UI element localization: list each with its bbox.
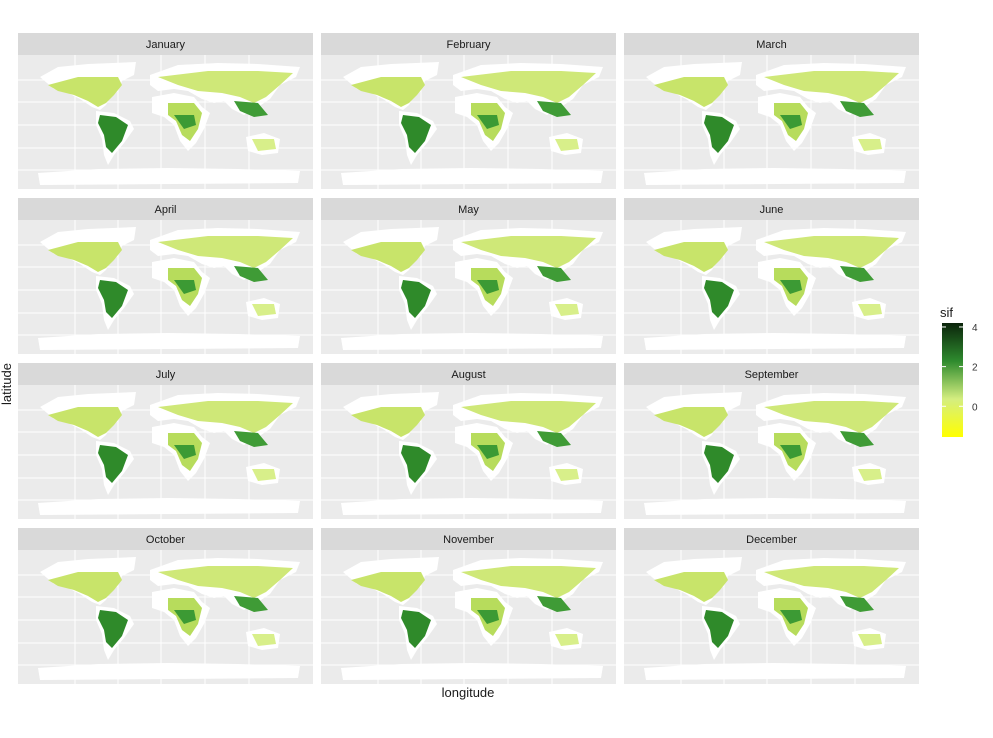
strip xyxy=(624,198,919,220)
strip-title: October xyxy=(146,534,185,546)
map-panel xyxy=(321,385,616,519)
legend-tick-label: 4 xyxy=(972,323,978,334)
map-panel xyxy=(624,550,919,684)
strip-title: June xyxy=(760,204,784,216)
strip xyxy=(18,33,313,55)
strip-title: July xyxy=(156,369,176,381)
facet: January xyxy=(18,33,313,189)
legend-tick-label: 2 xyxy=(972,363,978,374)
legend-title: sif xyxy=(940,305,953,320)
facet: March xyxy=(624,33,919,189)
strip-title: May xyxy=(458,204,479,216)
facet-panels: January February March April May June July Augu… xyxy=(18,33,919,684)
strip-title: August xyxy=(451,369,485,381)
facet: December xyxy=(624,528,919,684)
map-panel xyxy=(321,55,616,189)
strip-title: February xyxy=(446,39,491,51)
map-panel xyxy=(624,220,919,354)
strip xyxy=(624,363,919,385)
strip-title: January xyxy=(146,39,186,51)
strip-title: April xyxy=(154,204,176,216)
colorbar xyxy=(942,323,963,437)
map-panel xyxy=(624,385,919,519)
map-panel xyxy=(18,550,313,684)
strip-title: September xyxy=(745,369,799,381)
facet: April xyxy=(18,198,313,354)
facet: September xyxy=(624,363,919,519)
facet: February xyxy=(321,33,616,189)
strip xyxy=(18,528,313,550)
strip xyxy=(624,33,919,55)
legend-tick-label: 0 xyxy=(972,402,978,413)
map-panel xyxy=(18,55,313,189)
strip xyxy=(321,33,616,55)
strip-title: December xyxy=(746,534,797,546)
facet: August xyxy=(321,363,616,519)
strip xyxy=(624,528,919,550)
strip xyxy=(18,198,313,220)
strip-title: March xyxy=(756,39,787,51)
y-axis-label: latitude xyxy=(0,363,14,405)
map-panel xyxy=(624,55,919,189)
strip-title: November xyxy=(443,534,494,546)
facet: November xyxy=(321,528,616,684)
map-panel xyxy=(18,385,313,519)
strip xyxy=(321,528,616,550)
facet: July xyxy=(18,363,313,519)
strip xyxy=(321,198,616,220)
map-panel xyxy=(18,220,313,354)
facet: June xyxy=(624,198,919,354)
map-panel xyxy=(321,220,616,354)
facet: October xyxy=(18,528,313,684)
strip xyxy=(18,363,313,385)
facet: May xyxy=(321,198,616,354)
map-panel xyxy=(321,550,616,684)
strip xyxy=(321,363,616,385)
x-axis-label: longitude xyxy=(442,685,495,700)
